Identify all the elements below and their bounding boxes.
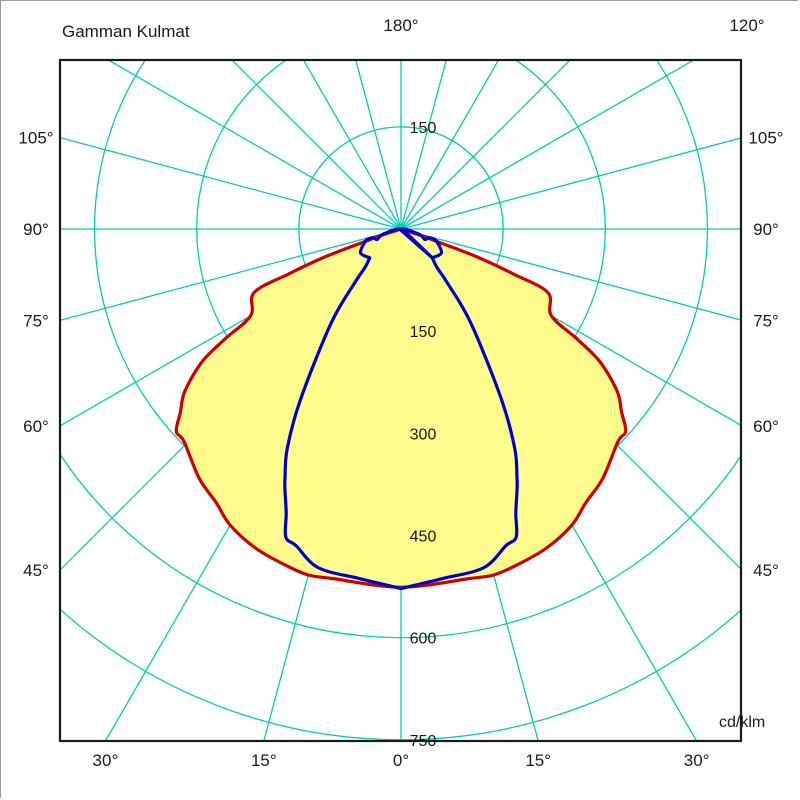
svg-text:150: 150 [410, 324, 437, 341]
svg-text:Gamman Kulmat: Gamman Kulmat [62, 22, 190, 41]
svg-text:45°: 45° [23, 561, 49, 580]
svg-text:600: 600 [410, 631, 437, 648]
svg-text:60°: 60° [753, 417, 779, 436]
svg-text:15°: 15° [251, 751, 277, 770]
svg-text:750: 750 [410, 733, 437, 750]
svg-text:75°: 75° [753, 311, 779, 330]
svg-text:30°: 30° [93, 751, 119, 770]
svg-text:30°: 30° [684, 751, 710, 770]
svg-text:15°: 15° [525, 751, 551, 770]
svg-text:90°: 90° [753, 220, 779, 239]
svg-text:cd/klm: cd/klm [719, 714, 765, 731]
svg-text:105°: 105° [18, 129, 53, 148]
svg-text:45°: 45° [753, 561, 779, 580]
svg-text:105°: 105° [748, 129, 783, 148]
svg-text:450: 450 [410, 529, 437, 546]
svg-text:180°: 180° [383, 16, 418, 35]
svg-text:60°: 60° [23, 417, 49, 436]
svg-text:300: 300 [410, 426, 437, 443]
svg-text:0°: 0° [393, 751, 409, 770]
svg-text:150: 150 [410, 120, 437, 137]
svg-text:120°: 120° [729, 16, 764, 35]
svg-text:75°: 75° [23, 311, 49, 330]
svg-text:90°: 90° [23, 220, 49, 239]
